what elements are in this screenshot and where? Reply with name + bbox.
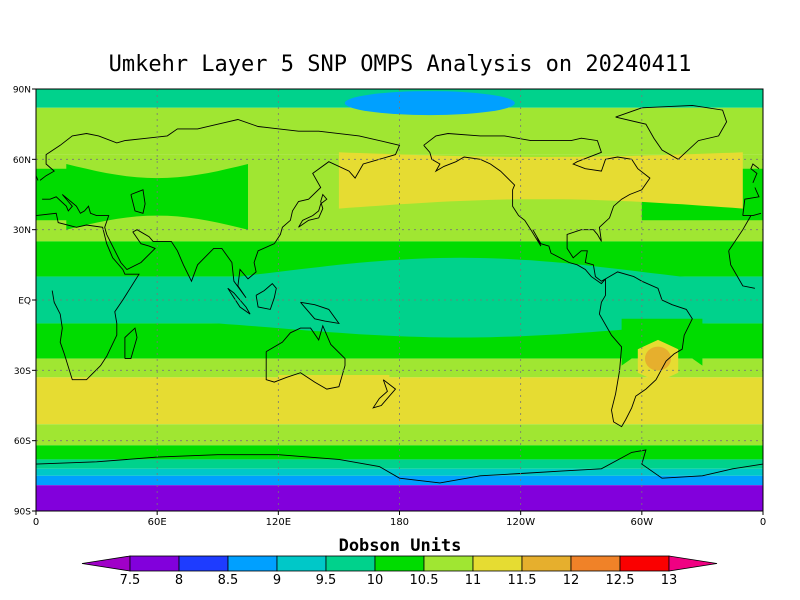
zonal-band	[36, 468, 763, 476]
y-tick-label: 30N	[13, 226, 31, 236]
contour-region	[36, 168, 77, 221]
colorbar-segment	[276, 555, 327, 572]
zonal-band	[36, 377, 763, 425]
colorbar-tick-label: 10	[367, 573, 384, 588]
coast-australia	[265, 324, 346, 390]
coast-new-guinea	[300, 301, 340, 325]
zonal-band	[36, 424, 763, 446]
y-tick-label: 60N	[13, 156, 31, 166]
contour-region	[36, 257, 763, 338]
colorbar-segment	[178, 555, 229, 572]
colorbar-tick-label: 8	[175, 573, 183, 588]
colorbar-segment	[423, 555, 474, 572]
coast-africa	[35, 212, 755, 381]
y-tick-label: 90N	[13, 86, 31, 96]
colorbar-arrow-low	[81, 555, 131, 572]
colorbar-segment	[129, 555, 180, 572]
coast-south-america	[598, 271, 693, 428]
coast-antarctica	[35, 449, 764, 484]
south-america-maximum	[644, 346, 671, 371]
axes: 0 60E 120E 180 120W 60W 0 90N 60N 30N EQ 30S 60S 90S	[13, 86, 766, 529]
north-pacific-maximum	[338, 152, 743, 209]
colorbar-segment	[619, 555, 670, 572]
chart-title: Umkehr Layer 5 SNP OMPS Analysis on 2024…	[108, 52, 692, 77]
coast-borneo	[255, 282, 277, 310]
colorbar-tick-label: 11.5	[508, 573, 537, 588]
coast-madagascar	[124, 327, 138, 360]
colorbar-segment	[325, 555, 376, 572]
colorbar-tick-label: 11	[465, 573, 482, 588]
colorbar-label: Dobson Units	[338, 536, 462, 556]
colorbar-tick-label: 12.5	[606, 573, 635, 588]
y-tick-label: EQ	[18, 297, 31, 307]
x-tick-label: 60E	[148, 517, 167, 528]
colorbar-arrow-high	[668, 555, 718, 572]
lat-lon-grid	[36, 89, 763, 511]
x-tick-label: 120W	[506, 517, 535, 528]
colorbar-tick-label: 8.5	[218, 573, 239, 588]
y-tick-label: 30S	[14, 367, 31, 377]
coast-new-zealand	[372, 379, 397, 409]
coast-greenland	[615, 104, 728, 160]
colorbar-segment	[472, 555, 523, 572]
colorbar-tick-label: 9	[273, 573, 281, 588]
contour-region	[278, 375, 390, 385]
contour-region	[66, 164, 248, 230]
zonal-band	[36, 445, 763, 460]
y-tick-label: 90S	[14, 508, 31, 518]
zonal-band	[36, 459, 763, 469]
coast-north-america	[423, 133, 651, 285]
x-tick-label: 0	[33, 517, 39, 528]
colorbar-segment	[521, 555, 572, 572]
coast-sumatra	[227, 287, 251, 315]
coastlines	[35, 104, 764, 484]
colorbar-tick-label: 9.5	[316, 573, 337, 588]
coast-japan	[298, 193, 328, 228]
colorbar: 7.5 8 8.5 9 9.5 10 10.5 11 11.5 12 12.5 13	[81, 555, 718, 588]
x-tick-label: 120E	[266, 517, 291, 528]
colorbar-tick-label: 7.5	[120, 573, 141, 588]
colorbar-tick-label: 10.5	[410, 573, 439, 588]
y-tick-label: 60S	[14, 437, 31, 447]
colorbar-segment	[374, 555, 425, 572]
coast-caspian	[130, 189, 146, 214]
arctic-minimum	[344, 91, 515, 116]
colorbar-segment	[570, 555, 621, 572]
zonal-band	[36, 358, 763, 378]
colorbar-segment	[227, 555, 278, 572]
x-tick-label: 60W	[631, 517, 654, 528]
x-tick-label: 180	[390, 517, 409, 528]
coast-eurasia	[39, 119, 762, 298]
x-tick-label: 0	[760, 517, 766, 528]
colorbar-tick-label: 12	[563, 573, 580, 588]
colorbar-tick-label: 13	[661, 573, 678, 588]
